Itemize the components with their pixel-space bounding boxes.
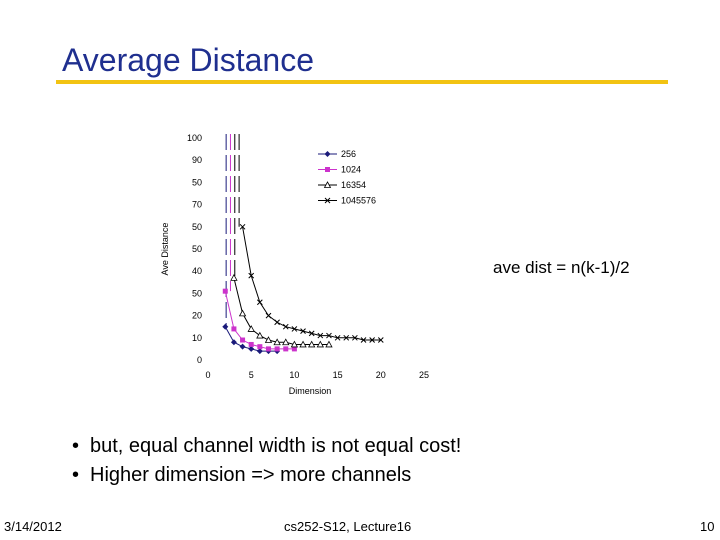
data-point-16354 [290,340,299,348]
y-tick-label: 0 [197,355,202,365]
legend-marker-1024 [325,167,330,172]
data-point-256 [256,348,263,355]
data-point-1045576 [239,223,246,230]
legend-label-1045576: 1045576 [341,196,376,206]
data-point-16354 [316,340,324,348]
data-point-1024 [274,346,280,352]
x-tick-label: 20 [376,370,386,380]
data-point-1045576 [377,337,384,343]
average-distance-chart: 0 10 20 50 40 50 50 70 50 90 100 0 5 10 15 20 25 Dimensio… [160,133,429,396]
data-point-1045576 [248,272,255,279]
data-point-16354 [308,340,316,348]
data-point-256 [239,343,246,350]
data-point-1045576 [343,334,350,341]
y-tick-label: 50 [192,288,202,298]
data-point-1045576 [360,337,367,343]
bullet-dot-icon: • [72,435,80,457]
data-point-1045576 [256,299,263,306]
x-tick-label: 10 [289,370,299,380]
data-point-16354 [299,340,307,348]
data-point-16354 [230,274,238,281]
data-point-1024 [257,344,263,350]
legend-marker-1045576 [324,197,331,204]
series-line-1024 [224,291,295,350]
data-point-1045576 [326,332,332,339]
bullet-list: • but, equal channel width is not equal c… [72,432,461,490]
data-point-1045576 [300,328,306,334]
ave-dist-formula: ave dist = n(k-1)/2 [493,258,630,277]
bullet-dot-icon: • [72,464,80,486]
data-point-1045576 [317,332,324,339]
data-point-1024 [248,341,254,347]
data-point-1024 [291,346,297,352]
legend-label-16354: 16354 [341,180,366,190]
y-tick-label: 50 [192,244,202,254]
data-point-16354 [247,325,255,332]
data-point-256 [248,345,255,352]
footer-course: cs252-S12, Lecture16 [284,519,412,534]
y-tick-label: 40 [192,266,202,276]
data-point-16354 [238,309,247,317]
series-line-1045576 [242,226,381,341]
x-tick-label: 25 [419,370,429,380]
data-point-16354 [325,340,333,348]
legend-label-256: 256 [341,149,356,159]
x-tick-label: 0 [205,370,210,380]
y-tick-label: 10 [192,333,202,343]
x-tick-label: 5 [249,370,254,380]
data-point-16354 [273,338,281,346]
data-point-1024 [222,288,228,294]
data-point-1024 [231,326,237,332]
footer-page-number: 10 [700,519,715,534]
y-axis-label: Ave Distance [160,223,170,276]
footer-date: 3/14/2012 [4,519,62,534]
x-axis-label: Dimension [289,386,332,396]
data-point-1045576 [265,312,272,319]
data-point-16354 [256,331,264,339]
bullet-text-2: Higher dimension => more channels [90,464,412,486]
data-point-16354 [282,338,290,346]
legend-marker-256 [324,151,331,157]
data-point-1045576 [291,326,298,332]
data-point-1045576 [334,334,341,341]
y-tick-label: 50 [192,177,202,187]
y-tick-label: 100 [187,133,202,143]
data-point-1024 [265,346,271,352]
data-point-1045576 [369,337,376,343]
data-point-16354 [264,336,273,343]
data-point-1045576 [308,330,315,337]
x-tick-label: 15 [333,370,343,380]
legend-label-1024: 1024 [341,165,361,175]
data-point-1024 [283,346,289,352]
data-point-1024 [240,337,246,343]
bullet-text-1: but, equal channel width is not equal co… [90,435,462,457]
y-tick-label: 70 [192,200,202,210]
title-underline [56,80,668,84]
data-point-1045576 [274,319,280,326]
slide-title: Average Distance [62,42,314,78]
data-point-1045576 [352,334,358,341]
y-tick-label: 90 [192,155,202,165]
data-point-1045576 [282,323,289,330]
data-point-256 [222,323,229,330]
legend-marker-16354 [323,181,332,188]
data-point-256 [230,339,237,346]
y-tick-label: 50 [192,222,202,232]
y-tick-label: 20 [192,311,202,321]
bullet-item-2: • Higher dimension => more channels [72,461,461,490]
bullet-item-1: • but, equal channel width is not equal c… [72,432,461,461]
